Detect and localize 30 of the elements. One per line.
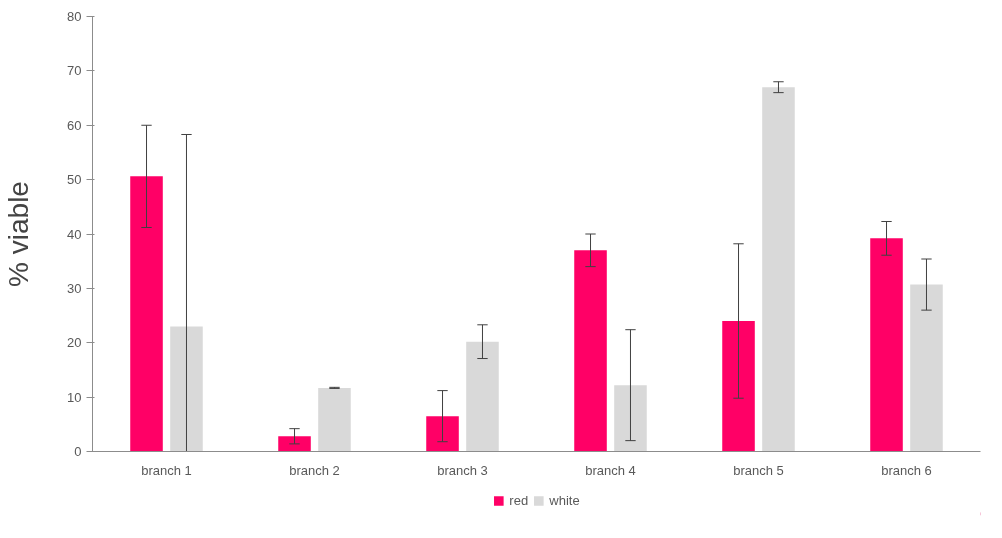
y-tick-label: 40	[67, 226, 82, 242]
x-tick-label: branch 6	[881, 462, 932, 478]
x-tick-label: branch 4	[585, 462, 636, 478]
y-axis-title: % viable	[3, 181, 35, 287]
y-tick-label: 10	[67, 389, 82, 405]
legend-label: white	[549, 492, 580, 508]
x-tick-label: branch 2	[289, 462, 340, 478]
bar	[722, 321, 755, 452]
x-tick-label: branch 5	[733, 462, 784, 478]
y-tick-label: 50	[67, 172, 82, 188]
bar	[426, 416, 459, 452]
x-tick-label: branch 3	[437, 462, 488, 478]
y-tick-label: 80	[67, 9, 82, 24]
bar	[762, 87, 795, 452]
bar	[574, 250, 607, 452]
y-tick-label: 20	[67, 335, 82, 351]
bar	[130, 176, 163, 452]
y-tick-label: 60	[67, 117, 82, 133]
y-tick-label: 0	[74, 444, 82, 459]
y-tick-label: 70	[67, 63, 82, 79]
bar	[870, 238, 903, 452]
bar	[910, 284, 943, 452]
legend-label: red	[509, 492, 530, 508]
y-tick-label: 30	[67, 280, 82, 296]
bar	[278, 436, 311, 452]
bar	[614, 385, 647, 452]
bar	[466, 341, 499, 452]
bar	[318, 387, 351, 452]
x-tick-label: branch 1	[141, 462, 192, 478]
bar	[170, 326, 203, 452]
